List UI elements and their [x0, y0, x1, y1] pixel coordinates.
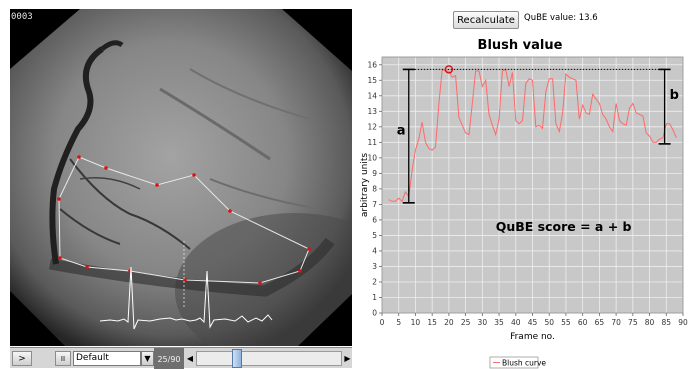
- y-tick-label: 0: [372, 309, 377, 318]
- roi-point[interactable]: [298, 269, 302, 273]
- y-tick-label: 5: [372, 231, 377, 240]
- x-tick-label: 75: [628, 318, 638, 327]
- legend-label: Blush curve: [502, 358, 546, 367]
- chevron-down-icon: ▼: [144, 354, 151, 363]
- frame-slider-thumb[interactable]: [231, 349, 242, 368]
- x-tick-label: 30: [478, 318, 488, 327]
- roi-polygon[interactable]: [58, 156, 310, 284]
- roi-point[interactable]: [228, 209, 232, 213]
- chart-title: Blush value: [478, 38, 563, 53]
- peak-marker: [444, 65, 454, 74]
- angiogram-viewer[interactable]: 0003: [10, 9, 352, 346]
- x-tick-label: 20: [444, 318, 454, 327]
- roi-point[interactable]: [58, 256, 62, 260]
- pause-button[interactable]: II: [55, 351, 71, 366]
- preset-dropdown-button[interactable]: ▼: [141, 351, 154, 366]
- x-tick-label: 0: [380, 318, 385, 327]
- x-tick-label: 70: [611, 318, 621, 327]
- x-tick-label: 90: [678, 318, 688, 327]
- play-label: >: [18, 353, 26, 364]
- y-tick-label: 7: [372, 200, 377, 209]
- recalculate-label: Recalculate: [457, 14, 515, 26]
- x-tick-label: 10: [411, 318, 421, 327]
- x-tick-label: 15: [427, 318, 437, 327]
- y-tick-label: 3: [372, 262, 377, 271]
- angiogram-image: 0003: [10, 9, 352, 346]
- x-tick-label: 40: [511, 318, 521, 327]
- y-axis-label: arbitrary units: [360, 153, 370, 217]
- y-tick-label: 9: [372, 169, 377, 178]
- legend-box: [489, 356, 539, 369]
- annotation-b: b: [670, 88, 679, 103]
- pause-label: II: [60, 354, 66, 363]
- roi-point[interactable]: [104, 166, 108, 170]
- annotation-a: a: [397, 124, 406, 139]
- y-tick-label: 1: [372, 293, 377, 302]
- qube-score-text: QuBE score = a + b: [496, 219, 632, 234]
- y-tick-label: 14: [367, 91, 377, 100]
- chart-legend: Blush curve: [489, 356, 546, 369]
- roi-point[interactable]: [155, 183, 159, 187]
- x-tick-label: 25: [461, 318, 471, 327]
- y-tick-label: 10: [367, 153, 377, 162]
- recalculate-button[interactable]: Recalculate: [453, 11, 519, 29]
- frame-code: 0003: [11, 12, 33, 22]
- roi-point[interactable]: [77, 155, 81, 159]
- ecg-trace: [99, 266, 273, 330]
- y-tick-label: 4: [372, 247, 377, 256]
- y-tick-label: 13: [367, 107, 377, 116]
- x-tick-label: 80: [645, 318, 655, 327]
- roi-point[interactable]: [192, 173, 196, 177]
- playback-bar: > II Default ▼ 25/90 ◀ ▶: [10, 347, 352, 369]
- y-tick-label: 6: [372, 216, 377, 225]
- triangle-right-icon: ▶: [344, 354, 351, 363]
- x-tick-label: 50: [544, 318, 554, 327]
- y-tick-label: 15: [367, 76, 377, 85]
- roi-point[interactable]: [307, 247, 311, 251]
- roi-point[interactable]: [258, 281, 262, 285]
- preset-value: Default: [76, 353, 109, 363]
- blush-curve-line: [388, 68, 677, 203]
- x-tick-label: 35: [494, 318, 504, 327]
- x-tick-label: 60: [578, 318, 588, 327]
- prev-frame-button[interactable]: ◀: [185, 351, 195, 366]
- roi-control-points[interactable]: [57, 155, 311, 285]
- roi-point[interactable]: [85, 265, 89, 269]
- x-axis-ticks: 0 5 10 15 20 25 30 35 40 45 50 55 60 65 70 75 80 85 90: [380, 313, 688, 327]
- x-tick-label: 85: [662, 318, 672, 327]
- qube-value: QuBE value: 13.6: [524, 13, 598, 23]
- triangle-left-icon: ◀: [186, 354, 194, 363]
- y-tick-label: 11: [367, 138, 377, 147]
- x-tick-label: 65: [595, 318, 605, 327]
- x-tick-label: 5: [396, 318, 401, 327]
- roi-point[interactable]: [57, 197, 61, 201]
- y-tick-label: 8: [372, 184, 377, 193]
- y-tick-label: 12: [367, 122, 377, 131]
- next-frame-button[interactable]: ▶: [343, 351, 352, 366]
- blush-chart: Blush value 0 5 10 15 20 25 30 35 40 45 50 55 60 65 70…: [360, 38, 688, 369]
- play-button[interactable]: >: [12, 351, 32, 366]
- y-tick-label: 16: [367, 60, 377, 69]
- preset-select[interactable]: Default: [73, 351, 141, 366]
- chart-panel: Recalculate QuBE value: 13.6 Blush value…: [356, 0, 694, 369]
- roi-point[interactable]: [183, 278, 187, 282]
- x-tick-label: 45: [528, 318, 538, 327]
- annotation-group: [402, 65, 671, 204]
- x-tick-label: 55: [561, 318, 571, 327]
- y-tick-label: 2: [372, 278, 377, 287]
- x-axis-label: Frame no.: [510, 332, 555, 342]
- series-group: [388, 68, 677, 203]
- frame-counter: 25/90: [154, 348, 184, 369]
- frame-slider[interactable]: [196, 351, 342, 366]
